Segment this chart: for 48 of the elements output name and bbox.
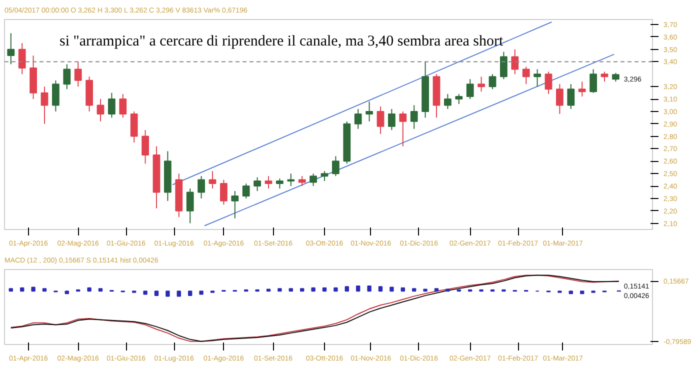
candlestick — [7, 32, 15, 65]
candlestick — [108, 92, 116, 118]
candlestick — [478, 76, 485, 92]
candlestick — [332, 156, 340, 177]
candlestick — [231, 190, 239, 219]
candlestick — [119, 94, 127, 118]
candlestick — [376, 106, 384, 134]
candlestick — [388, 108, 396, 131]
line-series — [10, 274, 620, 342]
candlestick — [578, 81, 586, 98]
candlestick — [96, 98, 104, 122]
candlestick — [52, 80, 60, 112]
candlestick — [466, 78, 474, 100]
candlestick — [298, 176, 306, 187]
candlestick — [590, 68, 597, 94]
candlestick — [198, 176, 205, 199]
candlestick — [254, 176, 261, 192]
candlestick — [40, 86, 48, 124]
candlestick — [556, 84, 564, 114]
candlestick — [276, 178, 284, 189]
candlestick — [444, 94, 452, 110]
candlestick — [544, 71, 552, 95]
annotation: si "arrampica" a cercare di riprendere il canale, ma 3,40 sembra area short — [60, 34, 504, 50]
candlestick — [208, 170, 216, 189]
candlestick — [242, 183, 250, 199]
candlestick — [567, 84, 575, 110]
candlestick — [142, 130, 149, 164]
candlestick — [74, 61, 82, 88]
candlestick — [354, 108, 362, 130]
candlestick — [220, 179, 228, 206]
candlestick — [287, 173, 295, 187]
candlestick — [186, 188, 194, 224]
candlestick — [264, 176, 272, 189]
candlestick — [399, 110, 407, 147]
candlestick — [366, 101, 373, 122]
candlestick — [18, 42, 26, 75]
candlestick — [310, 173, 317, 187]
candlestick — [511, 48, 519, 75]
candlestick — [600, 71, 608, 82]
candlestick — [130, 110, 138, 144]
candlestick — [455, 94, 463, 104]
candlestick — [410, 104, 418, 130]
candlestick — [488, 74, 496, 90]
candlestick — [500, 51, 508, 80]
candlestick — [534, 68, 541, 88]
candlestick — [63, 64, 71, 90]
candlestick — [522, 66, 530, 85]
candlestick — [320, 170, 328, 182]
